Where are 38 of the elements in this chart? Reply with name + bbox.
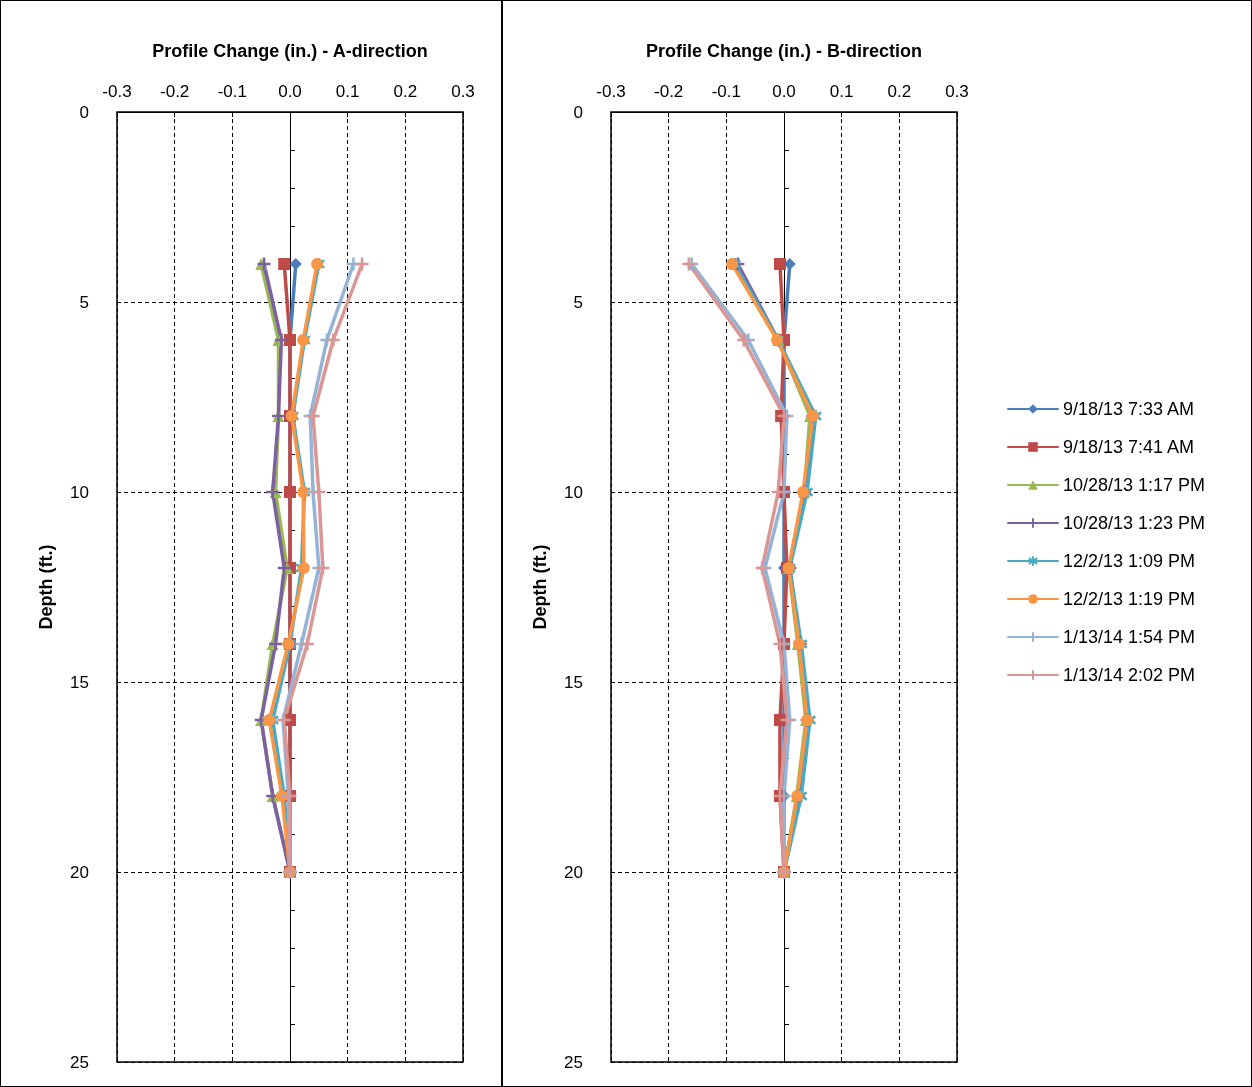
x-tick-label: 0.0 <box>772 82 796 101</box>
x-tick-label: 0.2 <box>887 82 912 101</box>
legend-label: 1/13/14 1:54 PM <box>1063 627 1196 647</box>
x-tick-label: 0.3 <box>451 82 475 101</box>
x-tick-label: 0.1 <box>335 82 360 101</box>
legend-label: 9/18/13 7:33 AM <box>1063 399 1195 419</box>
y-tick-label: 25 <box>70 1052 89 1072</box>
x-tick-label: -0.1 <box>711 82 741 101</box>
x-axis-title: Profile Change (in.) - B-direction <box>645 41 923 61</box>
y-tick-label: 20 <box>70 862 89 882</box>
x-tick-label: 0.1 <box>829 82 854 101</box>
x-tick-label: -0.3 <box>596 82 626 101</box>
y-tick-label: 5 <box>79 292 89 312</box>
x-tick-label: 0.2 <box>393 82 418 101</box>
legend-label: 10/28/13 1:17 PM <box>1063 475 1206 495</box>
legend-label: 12/2/13 1:19 PM <box>1063 589 1196 609</box>
y-tick-label: 10 <box>70 482 89 502</box>
legend-label: 10/28/13 1:23 PM <box>1063 513 1206 533</box>
y-tick-label: 15 <box>70 672 89 692</box>
x-tick-label: -0.1 <box>217 82 247 101</box>
x-tick-label: 0.3 <box>945 82 969 101</box>
x-tick-label: -0.2 <box>160 82 190 101</box>
y-axis-title: Depth (ft.) <box>36 544 56 630</box>
x-tick-label: 0.0 <box>278 82 302 101</box>
y-tick-label: 0 <box>79 102 89 122</box>
y-tick-label: 5 <box>573 292 583 312</box>
x-tick-label: -0.3 <box>102 82 132 101</box>
y-tick-label: 10 <box>564 482 583 502</box>
x-tick-label: -0.2 <box>654 82 684 101</box>
y-axis-title: Depth (ft.) <box>530 544 550 630</box>
y-tick-label: 25 <box>564 1052 583 1072</box>
y-tick-label: 20 <box>564 862 583 882</box>
legend-label: 12/2/13 1:09 PM <box>1063 551 1196 571</box>
y-tick-label: 15 <box>564 672 583 692</box>
x-axis-title: Profile Change (in.) - A-direction <box>152 41 428 61</box>
legend-label: 1/13/14 2:02 PM <box>1063 665 1196 685</box>
legend-label: 9/18/13 7:41 AM <box>1063 437 1195 457</box>
y-tick-label: 0 <box>573 102 583 122</box>
